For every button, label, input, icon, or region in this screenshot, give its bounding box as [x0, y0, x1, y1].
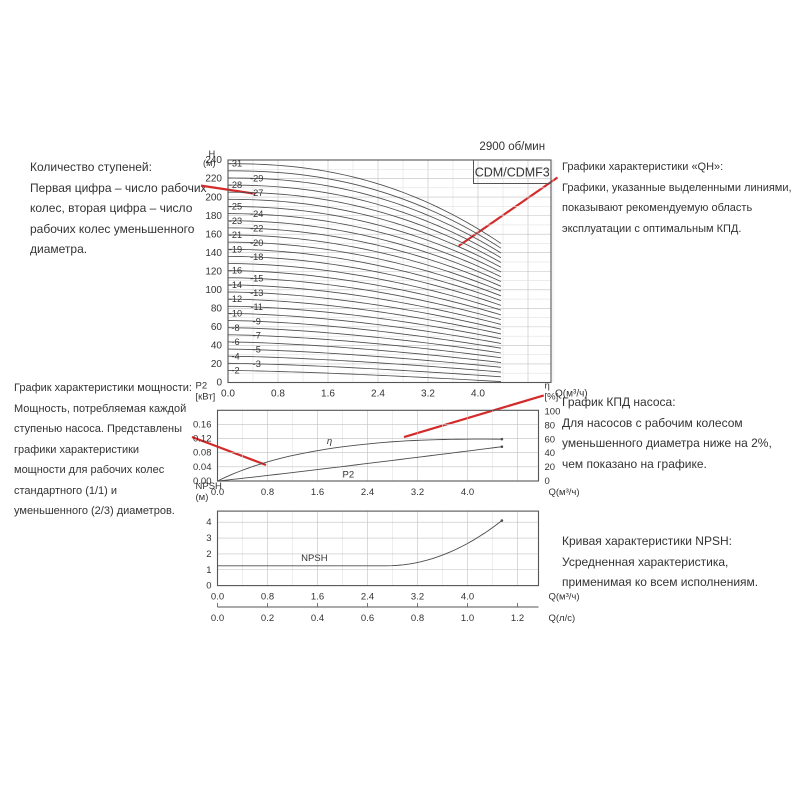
svg-text:3.2: 3.2	[421, 389, 435, 400]
svg-text:140: 140	[205, 248, 222, 259]
svg-text:(м): (м)	[203, 158, 216, 168]
svg-text:2.4: 2.4	[371, 389, 385, 400]
svg-text:-11: -11	[250, 302, 263, 312]
svg-text:-4: -4	[231, 351, 239, 361]
svg-text:-22: -22	[250, 223, 263, 233]
svg-text:Q(м³/ч): Q(м³/ч)	[555, 389, 588, 400]
svg-text:100: 100	[205, 285, 222, 296]
svg-text:160: 160	[205, 229, 222, 240]
svg-text:0.0: 0.0	[221, 389, 235, 400]
svg-text:-13: -13	[250, 288, 263, 298]
svg-text:-20: -20	[250, 238, 263, 248]
svg-text:-31: -31	[229, 159, 242, 169]
svg-text:-3: -3	[253, 359, 261, 369]
svg-text:220: 220	[205, 174, 222, 185]
svg-text:-21: -21	[229, 230, 242, 240]
svg-text:-6: -6	[231, 337, 239, 347]
svg-text:-23: -23	[229, 216, 242, 226]
svg-text:-10: -10	[229, 309, 242, 319]
svg-text:-14: -14	[229, 280, 242, 290]
svg-text:-27: -27	[250, 188, 263, 198]
svg-text:-7: -7	[253, 331, 261, 341]
svg-text:20: 20	[211, 359, 223, 370]
svg-text:200: 200	[205, 192, 222, 203]
svg-text:-12: -12	[229, 294, 242, 304]
svg-text:4.0: 4.0	[471, 389, 485, 400]
svg-text:-8: -8	[231, 323, 239, 333]
svg-text:2900 об/мин: 2900 об/мин	[479, 141, 545, 153]
svg-text:-24: -24	[250, 209, 263, 219]
svg-text:60: 60	[211, 322, 223, 333]
svg-text:120: 120	[205, 266, 222, 277]
svg-text:180: 180	[205, 211, 222, 222]
svg-text:-5: -5	[253, 345, 261, 355]
svg-text:-28: -28	[229, 180, 242, 190]
svg-text:80: 80	[211, 304, 223, 315]
svg-text:-25: -25	[229, 202, 242, 212]
svg-text:-15: -15	[250, 273, 263, 283]
svg-text:CDM/CDMF3: CDM/CDMF3	[475, 166, 550, 180]
svg-text:-16: -16	[229, 266, 242, 276]
svg-text:-9: -9	[253, 316, 261, 326]
svg-text:0.8: 0.8	[271, 389, 285, 400]
svg-text:-18: -18	[250, 252, 263, 262]
svg-text:0: 0	[216, 378, 222, 389]
svg-text:40: 40	[211, 341, 223, 352]
svg-text:-19: -19	[229, 244, 242, 254]
svg-text:-2: -2	[231, 366, 239, 376]
svg-text:-29: -29	[250, 173, 263, 183]
svg-text:1.6: 1.6	[321, 389, 335, 400]
